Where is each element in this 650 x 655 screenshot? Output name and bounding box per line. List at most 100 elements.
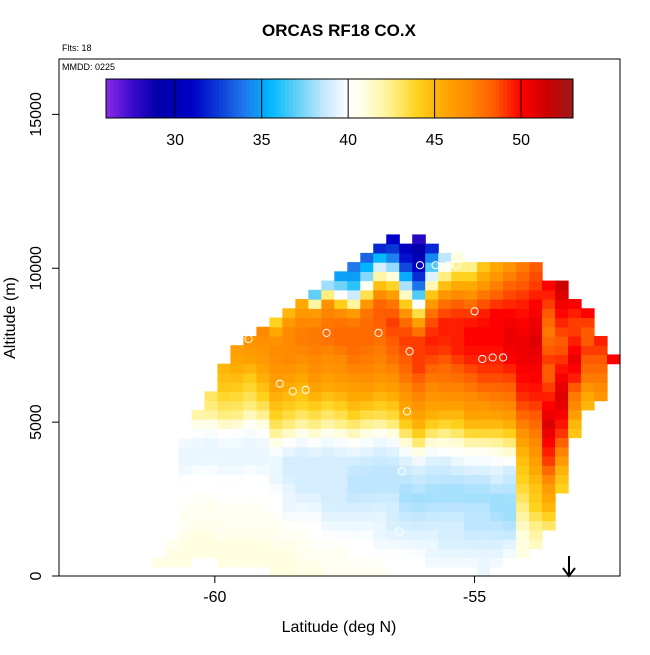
heatmap-cell — [360, 474, 374, 485]
heatmap-cell — [217, 419, 232, 429]
heatmap-cell — [451, 492, 465, 503]
flight-sample-point — [374, 328, 383, 337]
heatmap-cell — [347, 363, 361, 374]
colorbar-slice — [129, 79, 134, 118]
heatmap-cell — [438, 391, 452, 402]
heatmap-cell — [321, 557, 335, 568]
heatmap-cell — [269, 354, 283, 365]
heatmap-cell — [373, 539, 387, 549]
heatmap-cell — [555, 391, 569, 402]
heatmap-cell — [438, 474, 452, 485]
heatmap-cell — [399, 372, 413, 383]
heatmap-cell — [204, 400, 219, 411]
heatmap-cell — [581, 308, 595, 319]
colorbar-slice — [269, 79, 274, 118]
heatmap-cell — [516, 262, 530, 272]
heatmap-cell — [230, 483, 245, 494]
heatmap-cell — [490, 317, 504, 328]
heatmap-cell — [438, 455, 452, 466]
heatmap-cell — [477, 492, 491, 503]
heatmap-cell — [308, 400, 322, 411]
heatmap-cell — [373, 520, 387, 531]
heatmap-cell — [464, 502, 478, 512]
heatmap-cell — [477, 354, 491, 365]
flight-sample-point — [288, 387, 297, 396]
heatmap-cell — [568, 372, 582, 383]
heatmap-cell — [243, 335, 257, 346]
heatmap-cell — [282, 308, 296, 319]
heatmap-cell — [438, 335, 452, 346]
heatmap-cell — [295, 446, 309, 457]
heatmap-cell — [334, 363, 348, 374]
heatmap-cell — [386, 474, 400, 485]
heatmap-cell — [438, 317, 452, 328]
heatmap-cell — [516, 271, 530, 282]
heatmap-cell — [490, 354, 504, 365]
heatmap-cell — [451, 548, 465, 559]
heatmap-cell — [542, 400, 556, 411]
heatmap-cell — [464, 391, 478, 402]
heatmap-cell — [178, 502, 193, 512]
heatmap-cell — [217, 548, 232, 559]
x-axis-label: Latitude (deg N) — [282, 619, 397, 636]
heatmap-cell — [230, 409, 245, 420]
heatmap-cell — [490, 539, 504, 549]
heatmap-cell — [386, 363, 400, 374]
heatmap-cell — [451, 354, 465, 365]
heatmap-cell — [282, 409, 296, 420]
heatmap-cell — [425, 271, 439, 282]
heatmap-cell — [425, 465, 439, 476]
heatmap-cell — [386, 455, 400, 466]
heatmap-cell — [282, 557, 296, 568]
heatmap-cell — [529, 299, 543, 309]
heatmap-cell — [438, 271, 452, 282]
heatmap-cell — [321, 548, 335, 559]
colorbar-slice — [355, 79, 360, 118]
heatmap-cell — [542, 446, 556, 457]
heatmap-cell — [347, 289, 361, 300]
heatmap-cell — [516, 455, 530, 466]
colorbar: 30 35 40 45 50 — [105, 78, 574, 149]
heatmap-cell — [334, 437, 348, 448]
heatmap-cell — [386, 557, 400, 568]
heatmap-cell — [542, 419, 556, 429]
heatmap-cell — [217, 492, 232, 503]
heatmap-cell — [204, 474, 219, 485]
heatmap-cell — [178, 483, 193, 494]
heatmap-cell — [477, 363, 491, 374]
heatmap-cell — [360, 465, 374, 476]
heatmap-cell — [178, 529, 193, 540]
heatmap-cell — [529, 511, 543, 522]
heatmap-cell — [230, 557, 245, 568]
colorbar-tick-label: 40 — [339, 132, 357, 149]
heatmap-cell — [425, 382, 439, 392]
colorbar-slice — [222, 79, 228, 118]
heatmap-cell — [529, 492, 543, 503]
heatmap-cell — [503, 363, 517, 374]
heatmap-cell — [295, 308, 309, 319]
heatmap-cell — [425, 529, 439, 540]
heatmap-cell — [347, 529, 361, 540]
heatmap-cell — [373, 299, 387, 309]
heatmap-cell — [516, 391, 530, 402]
heatmap-cell — [594, 391, 608, 402]
heatmap-cell — [412, 335, 426, 346]
colorbar-slice — [499, 79, 504, 118]
heatmap-cell — [542, 502, 556, 512]
heatmap-cell — [464, 280, 478, 291]
heatmap-cell — [360, 502, 374, 512]
heatmap-cell — [217, 446, 232, 457]
heatmap-cell — [308, 465, 322, 476]
heatmap-cell — [464, 539, 478, 549]
heatmap-cell — [321, 502, 335, 512]
heatmap-cell — [516, 308, 530, 319]
heatmap-cell — [438, 409, 452, 420]
heatmap-cell — [347, 382, 361, 392]
heatmap-cell — [412, 557, 426, 568]
colorbar-slice — [323, 79, 329, 118]
colorbar-slice — [109, 79, 115, 118]
heatmap-cell — [477, 511, 491, 522]
colorbar-slice — [288, 79, 294, 118]
heatmap-cell — [321, 372, 335, 383]
heatmap-cell — [230, 474, 245, 485]
